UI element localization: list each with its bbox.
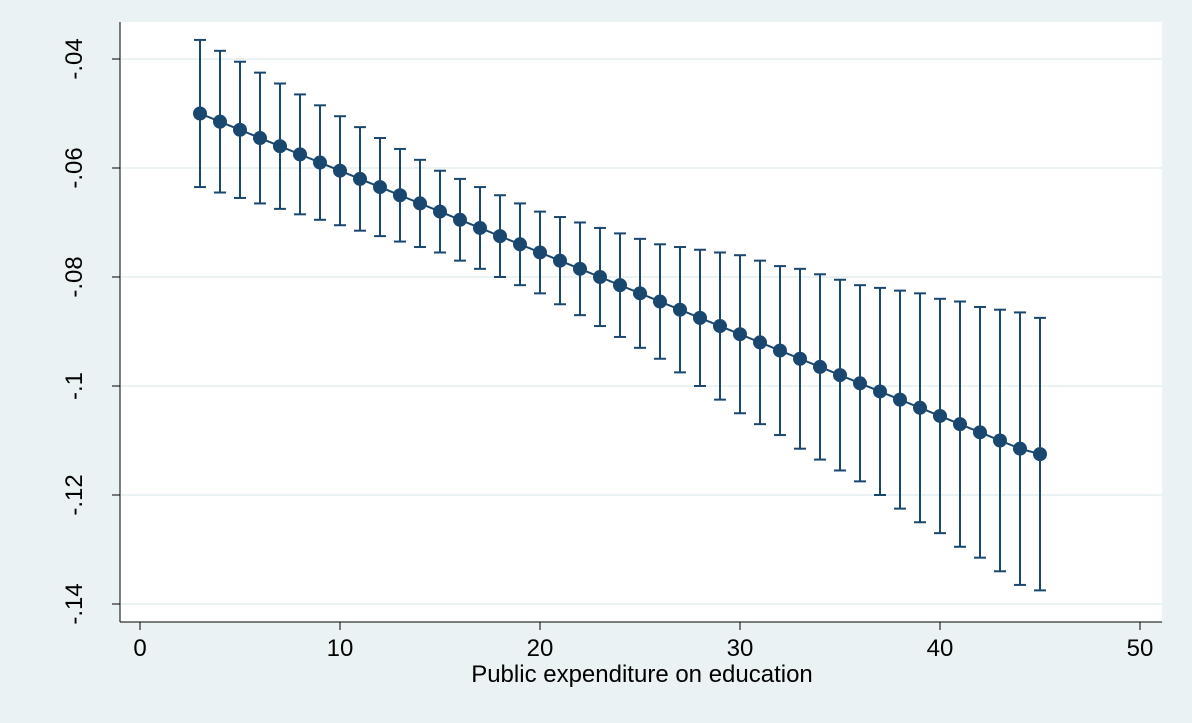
x-tick-label: 40 [927,635,954,662]
data-point [813,359,827,374]
data-point [753,335,767,350]
data-point [633,286,647,301]
tick-layer: -.04 -.06 -.08 -.1 -.12 -.14 0 10 20 30 40 50 [61,38,1153,662]
data-point [273,139,287,154]
data-point [933,408,947,423]
data-point [313,155,327,170]
data-point [613,278,627,293]
data-point [453,212,467,227]
data-point [713,319,727,334]
x-tick-label: 50 [1127,635,1154,662]
data-point [373,180,387,195]
x-tick-label: 10 [327,635,354,662]
data-point [473,220,487,235]
data-point [413,196,427,211]
data-point [733,327,747,342]
x-tick-label: 20 [527,635,554,662]
y-tick-label: -.04 [61,38,88,79]
point-layer [193,106,1047,462]
data-point [433,204,447,219]
data-point [233,122,247,137]
y-tick-label: -.08 [61,256,88,297]
y-tick-label: -.12 [61,474,88,515]
data-point [293,147,307,162]
data-point [953,417,967,432]
grid-layer [121,58,1162,605]
y-tick-label: -.14 [61,583,88,624]
data-point [353,171,367,186]
data-point [533,245,547,260]
data-point [653,294,667,309]
data-point [793,351,807,366]
data-point [333,163,347,178]
data-point [673,302,687,317]
x-tick-label: 30 [727,635,754,662]
axis-layer [119,22,1162,623]
data-point [253,131,267,146]
data-point [853,376,867,391]
x-tick-label: 0 [133,635,146,662]
data-point [193,106,207,121]
data-point [1033,447,1047,462]
data-point [773,343,787,358]
data-point [973,425,987,440]
x-axis-title: Public expenditure on education [471,661,813,688]
data-point [993,433,1007,448]
data-point [573,261,587,276]
data-point [1013,441,1027,456]
data-point [893,392,907,407]
data-point [593,270,607,284]
data-point [913,400,927,415]
y-tick-label: -.1 [61,372,88,400]
y-tick-label: -.06 [61,147,88,188]
data-point [873,384,887,399]
data-point [693,310,707,325]
data-point [833,368,847,383]
data-point [553,253,567,268]
data-point [213,114,227,129]
data-point [513,237,527,252]
data-point [393,188,407,203]
data-point [493,229,507,244]
